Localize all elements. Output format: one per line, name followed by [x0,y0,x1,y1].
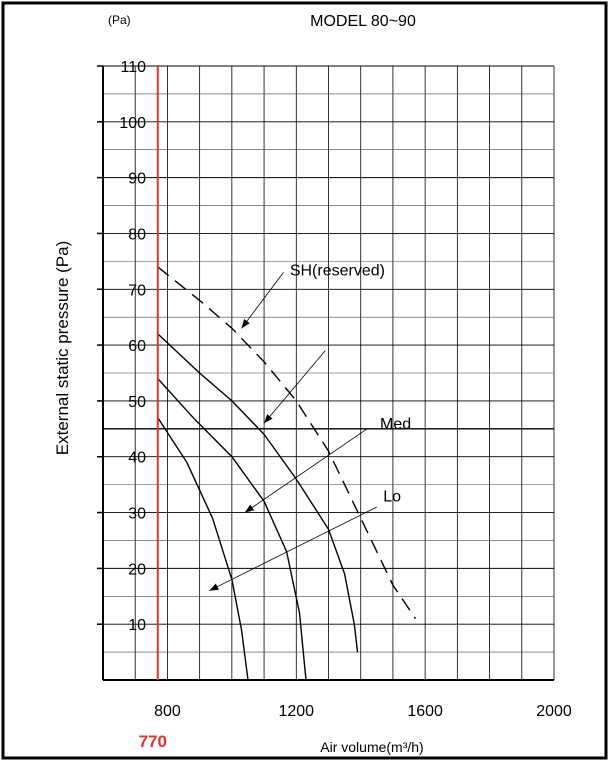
annotation-lo: Lo [383,488,401,505]
series-line-lo [157,417,249,681]
leader-arrowhead [209,583,219,591]
x-axis-label: Air volume(m³/h) [320,739,423,755]
y-axis-label: External static pressure (Pa) [53,241,72,455]
tick-labels: 10 20 30 40 50 60 70 80 90 100 110 800 1200 1600 2000 [119,59,572,720]
x-tick-label: 1600 [407,703,443,720]
leader-line [209,506,378,592]
y-tick-label: 50 [128,394,146,411]
y-tick-label: 100 [119,115,146,132]
annotations-group: SH(reserved) Med Lo [209,262,411,592]
annotation-sh-reserved: SH(reserved) [290,262,385,279]
leader-line [241,272,284,329]
leader-arrowhead [241,319,250,329]
annotation-med: Med [380,416,411,433]
leader-line [263,350,326,424]
y-tick-label: 90 [128,171,146,188]
leader-line [244,428,368,513]
x-tick-label: 1200 [278,703,314,720]
y-tick-label: 60 [128,338,146,355]
y-tick-label: 80 [128,226,146,243]
series-line-unnamed-2 [157,378,307,681]
y-tick-label: 20 [128,561,146,578]
series-group [157,266,417,681]
series-line-sh-reserved [157,266,417,619]
chart-title: MODEL 80~90 [310,13,416,30]
y-tick-label: 40 [128,450,146,467]
y-tick-label: 70 [128,282,146,299]
x-tick-label: 2000 [536,703,572,720]
axes [97,65,554,681]
leader-arrowhead [264,414,273,424]
grid-lines [103,65,555,680]
leader-arrowhead [244,504,255,513]
y-tick-label: 30 [128,506,146,523]
y-tick-label: 10 [128,617,146,634]
y-tick-label: 110 [120,59,146,76]
reference-group: 770 [139,66,167,751]
x-tick-label: 800 [154,703,181,720]
y-unit-label: (Pa) [108,13,131,27]
series-line-med [157,333,359,653]
reference-line-label: 770 [139,732,167,751]
